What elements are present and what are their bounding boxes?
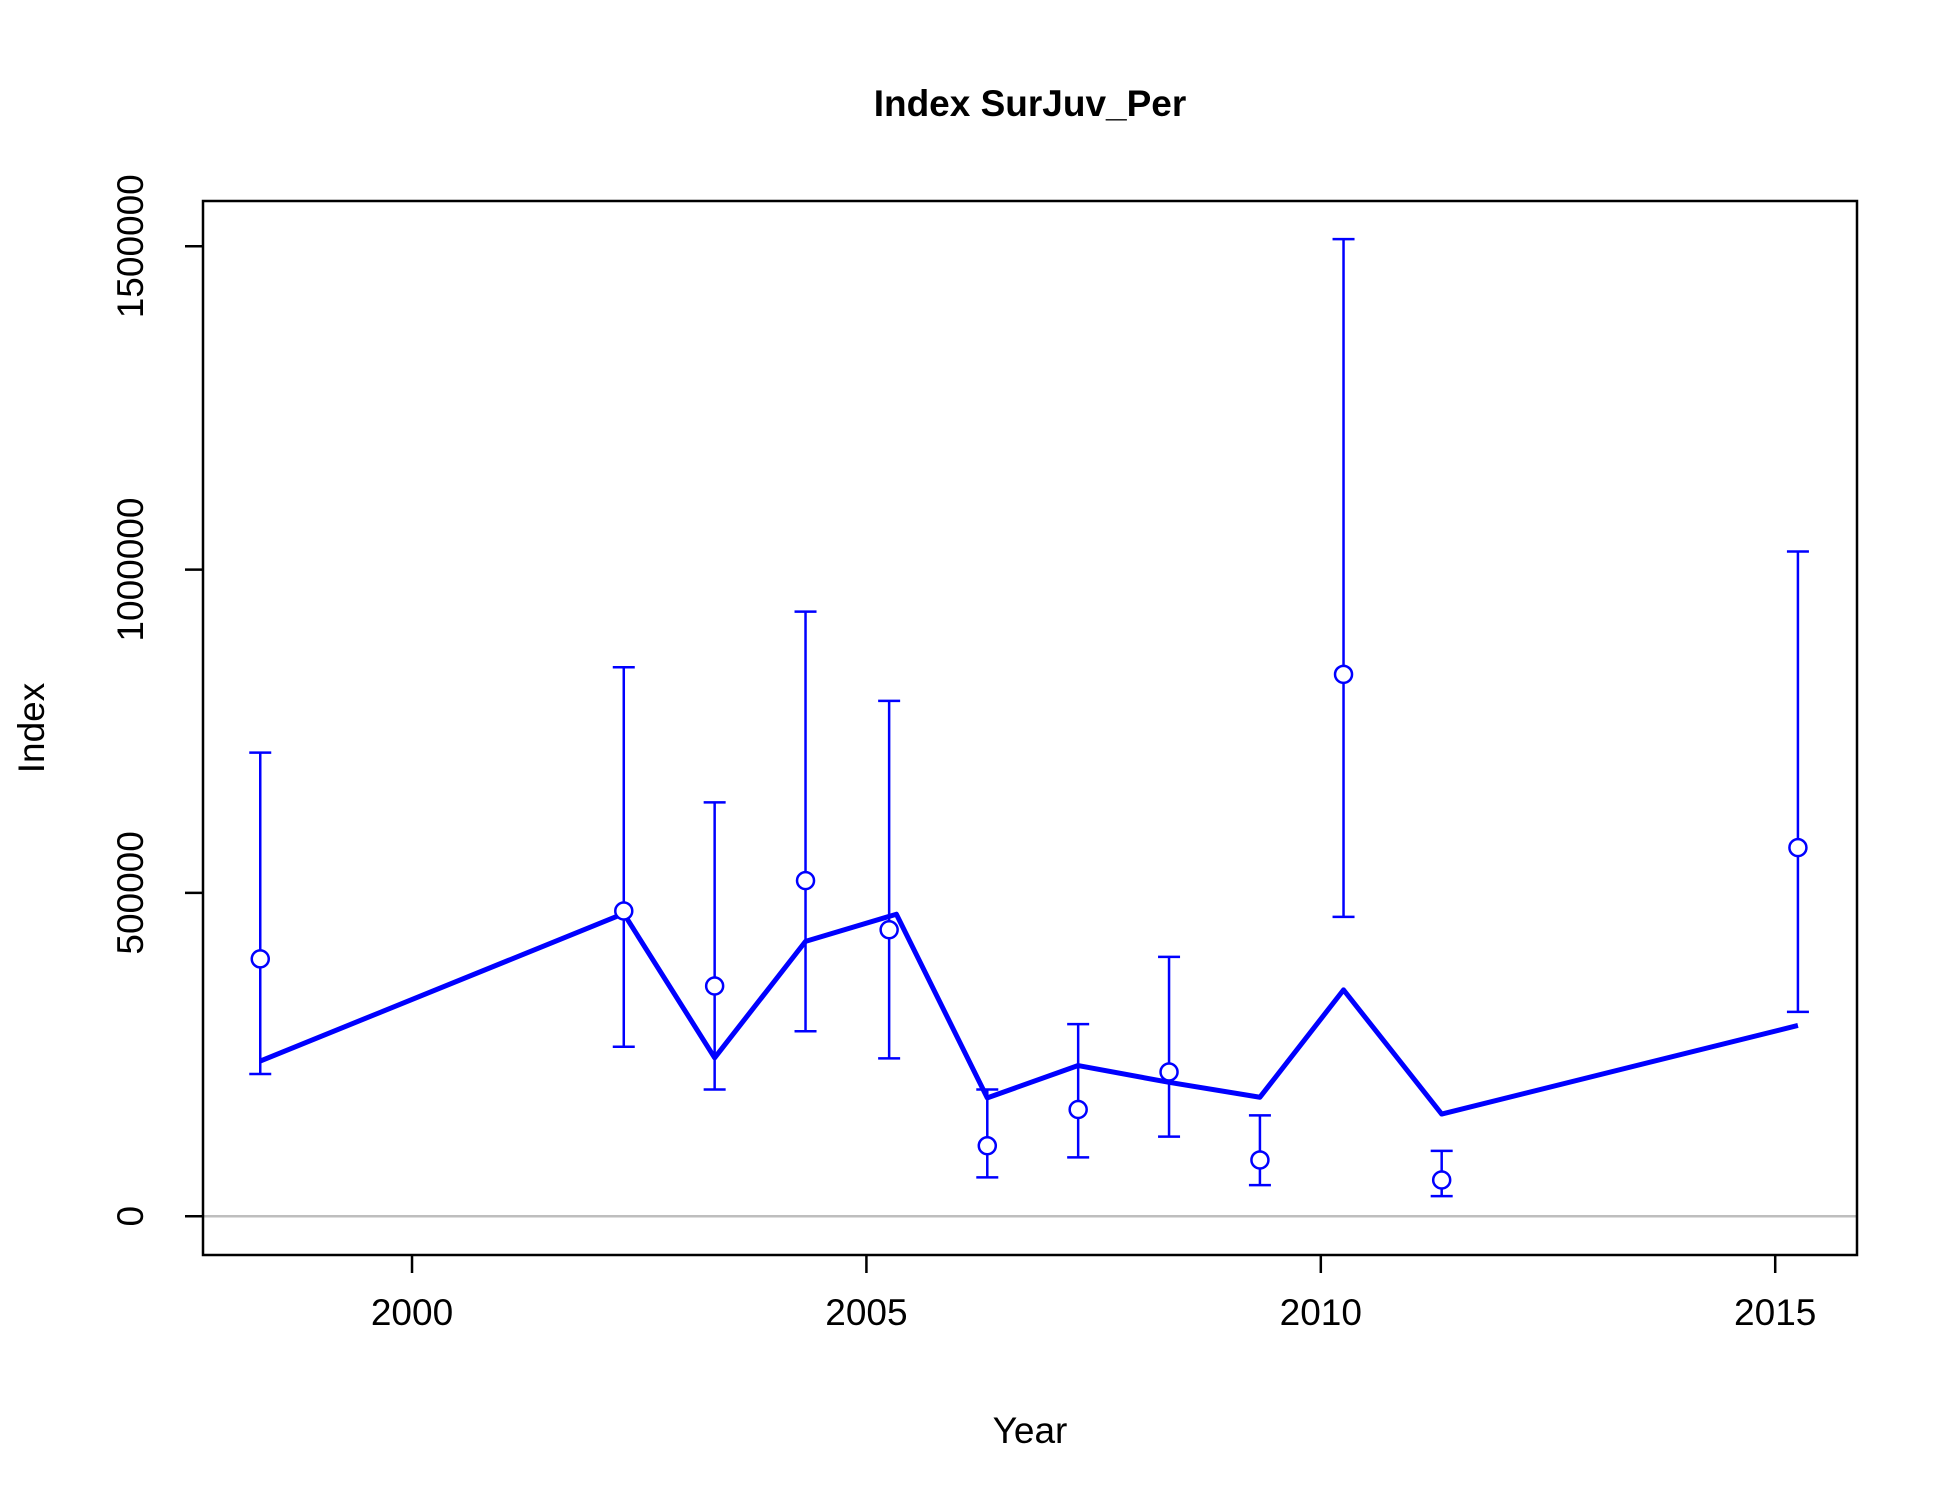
y-tick-label: 500000 bbox=[110, 831, 151, 954]
y-tick-label: 0 bbox=[110, 1206, 151, 1227]
observed-point bbox=[1250, 1150, 1270, 1170]
observed-point bbox=[614, 901, 634, 921]
y-tick-label: 1000000 bbox=[110, 498, 151, 642]
x-tick-label: 2015 bbox=[1734, 1292, 1816, 1333]
chart-title: Index SurJuv_Per bbox=[874, 83, 1187, 124]
x-tick-label: 2000 bbox=[371, 1292, 453, 1333]
plot-frame bbox=[201, 199, 1859, 1257]
observed-point bbox=[795, 870, 816, 891]
observed-point bbox=[704, 976, 725, 996]
observed-point bbox=[977, 1135, 998, 1156]
observed-point bbox=[1068, 1099, 1088, 1120]
observed-point bbox=[879, 919, 899, 940]
plot-area: 2000 2005 2010 2015 0 500000 1000000 1500000 bbox=[110, 174, 1859, 1333]
observed-point bbox=[1159, 1062, 1179, 1082]
y-axis-label: Index bbox=[11, 682, 52, 773]
observed-point bbox=[1431, 1170, 1452, 1190]
x-tick-label: 2010 bbox=[1280, 1292, 1362, 1333]
expected-line bbox=[259, 911, 1799, 1117]
observed-point bbox=[250, 949, 271, 969]
x-tick-label: 2005 bbox=[825, 1292, 907, 1333]
observed-point bbox=[1333, 664, 1354, 685]
y-tick-label: 1500000 bbox=[110, 174, 151, 318]
x-axis-label: Year bbox=[993, 1410, 1068, 1451]
observed-point bbox=[1788, 837, 1808, 858]
